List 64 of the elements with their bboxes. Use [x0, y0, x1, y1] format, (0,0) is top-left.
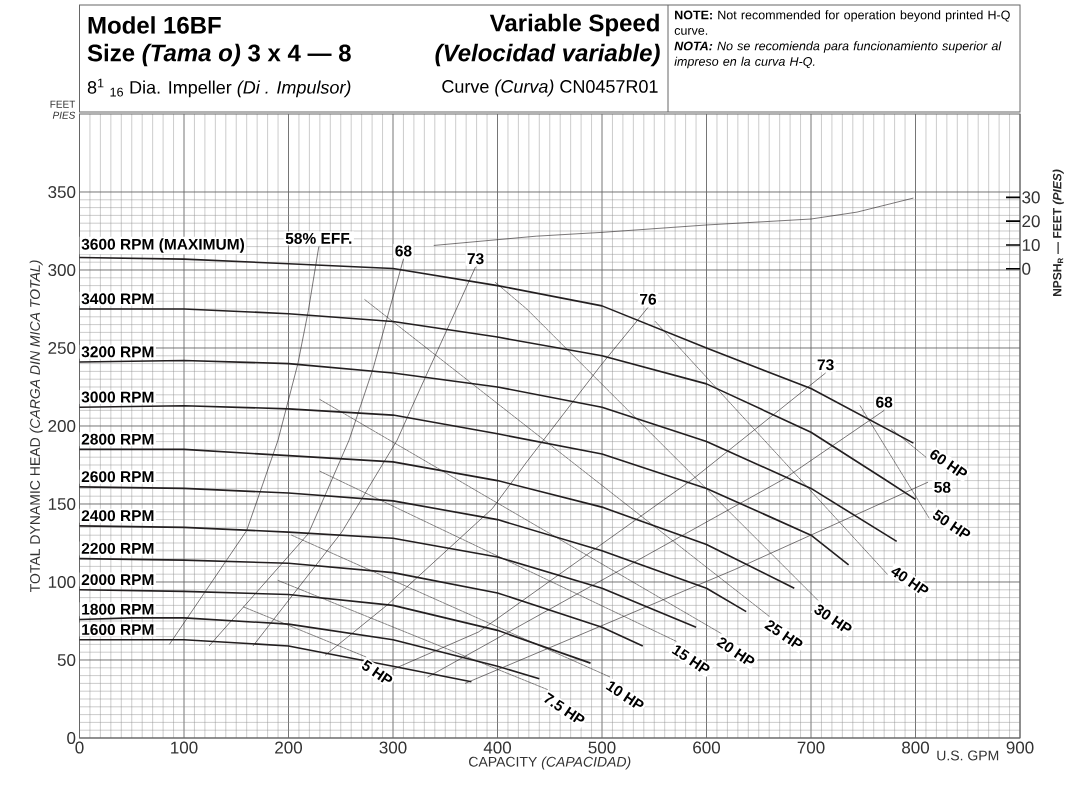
x-tick-label: 400	[483, 741, 512, 754]
y-tick-label: 50	[57, 653, 76, 667]
text: 30 HP	[814, 604, 852, 632]
series-label: 73	[817, 359, 834, 371]
text: (Velocidad variable)	[435, 43, 660, 67]
x-tick-label: 0	[75, 741, 84, 754]
y2-tick-label: 20	[1022, 215, 1040, 228]
x-tick-label: 500	[588, 741, 616, 754]
chart-title: Model 16BF	[88, 16, 221, 34]
y-tick-label: 150	[48, 497, 76, 511]
y2-tick-label: 30	[1022, 191, 1040, 204]
series-label: 68	[876, 396, 893, 408]
x-tick-label: 700	[797, 741, 825, 754]
y-axis-title: TOTAL DYNAMIC HEAD (CARGA DIN MICA TOTAL)	[29, 260, 43, 593]
text: PIES	[52, 111, 76, 119]
y-tick-label: 100	[48, 575, 76, 589]
y-tick-label: 300	[48, 263, 76, 277]
y2-tick-label: 0	[1022, 262, 1031, 275]
text: 7.5 HP	[544, 692, 585, 723]
text: 8$^{1}$ $_{16}$ Dia. Impeller (Di . Impulsor)	[87, 78, 351, 98]
text: NOTE: Not recommended for operation beyond printed H-Q curve.	[674, 10, 1010, 35]
series-label: 1800 RPM	[82, 603, 154, 615]
series-label: 2800 RPM	[81, 433, 154, 445]
x-tick-label: 300	[379, 741, 407, 754]
text: 25 HP	[764, 620, 803, 647]
text: 15 HP	[671, 645, 710, 672]
series-label: 2600 RPM	[81, 471, 154, 483]
series-label: 3400 RPM	[81, 293, 154, 305]
x-tick-label: 100	[171, 741, 198, 754]
x-tick-label: 800	[902, 741, 930, 754]
text: 5 HP	[362, 659, 393, 683]
series-label: 3600 RPM (MAXIMUM)	[81, 238, 245, 253]
y-tick-label: 350	[48, 185, 76, 199]
series-label: 58	[934, 481, 951, 493]
text: 10 HP	[605, 681, 644, 708]
series-label: 58% EFF.	[285, 232, 352, 244]
series-label: 76	[640, 293, 657, 305]
text: Variable Speed	[489, 13, 659, 37]
y-tick-label: 200	[48, 419, 76, 433]
series-label: 3000 RPM	[81, 391, 154, 403]
x-tick-label: 600	[693, 741, 721, 754]
series-label: 73	[467, 253, 484, 265]
x-axis-title: CAPACITY (CAPACIDAD)	[469, 756, 631, 770]
series-label: 2200 RPM	[81, 542, 154, 554]
series-label: 1600 RPM	[82, 624, 154, 636]
chart-subtitle: Size (Tama o) 3 x 4 — 8	[87, 43, 351, 67]
text: FEET	[50, 100, 76, 108]
x-tick-label: 200	[275, 741, 303, 754]
y2-axis-title: NPSH$_{R}$ — FEET (PIES)	[1052, 169, 1064, 297]
text: 60 HP	[930, 449, 968, 477]
y-tick-label: 250	[48, 341, 76, 355]
text: 20 HP	[716, 637, 755, 664]
series-label: 68	[395, 245, 412, 257]
series-label: 2000 RPM	[81, 574, 154, 586]
text: 50 HP	[933, 509, 971, 537]
series-label: 2400 RPM	[81, 510, 154, 522]
y2-tick-label: 10	[1022, 238, 1040, 252]
text: NOTA: No se recomienda para funcionamiento superior al impreso en la curva H-Q.	[674, 41, 1002, 69]
x-tick-label: 900	[1006, 741, 1034, 754]
y-tick-label: 0	[67, 731, 76, 745]
text: 40 HP	[891, 567, 929, 594]
series-label: 3200 RPM	[81, 346, 154, 358]
text: Curve (Curva) CN0457R01	[442, 79, 658, 97]
text: U.S. GPM	[937, 750, 999, 761]
